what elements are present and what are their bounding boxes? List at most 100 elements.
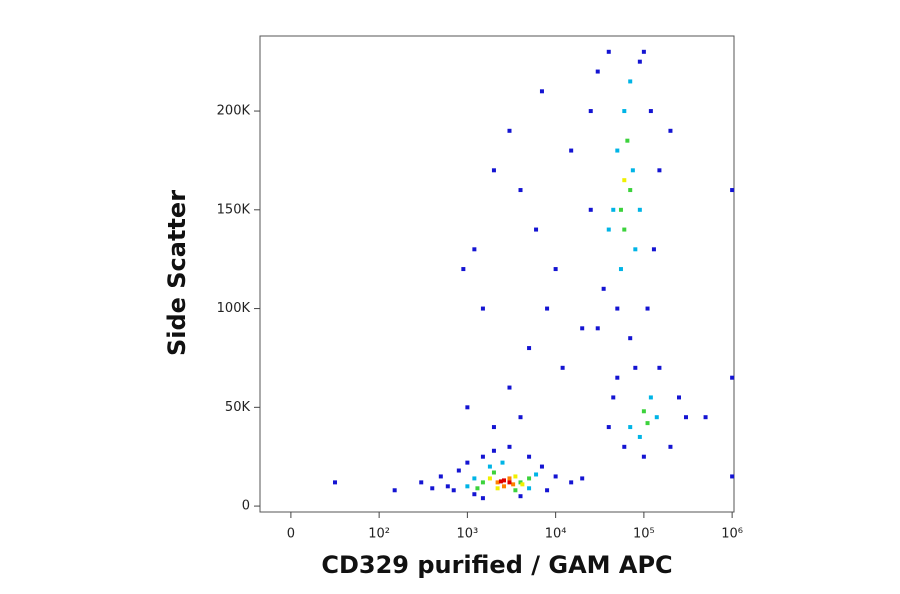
point [668,444,673,449]
point [730,188,735,193]
point [527,346,532,351]
point [633,365,638,370]
point [628,336,633,341]
point [518,494,523,499]
point [445,484,450,489]
point [511,482,516,487]
point [520,482,525,487]
point [534,472,539,477]
point [419,480,424,485]
point [527,454,532,459]
point [438,474,443,479]
point [622,227,627,232]
point [730,474,735,479]
point [657,365,662,370]
x-tick-label: 10² [368,527,390,542]
point [480,496,485,501]
point [615,148,620,153]
point [534,227,539,232]
x-tick-label: 10⁴ [545,527,567,542]
point [545,306,550,311]
point [507,128,512,133]
point [606,425,611,430]
point [641,409,646,414]
point [615,375,620,380]
point [487,476,492,481]
y-tick-label: 100K [217,301,251,316]
point [465,484,470,489]
y-tick-label: 150K [217,202,251,217]
point [569,480,574,485]
point [491,168,496,173]
point [648,109,653,114]
point [491,448,496,453]
point [654,415,659,420]
point [480,454,485,459]
point [560,365,565,370]
point [502,478,507,483]
point [495,486,500,491]
point [588,207,593,212]
point [645,306,650,311]
point [392,488,397,493]
x-tick-label: 10³ [457,527,479,542]
point [622,178,627,183]
point [648,395,653,400]
point [527,476,532,481]
point [480,480,485,485]
point [606,227,611,232]
point [622,109,627,114]
point [472,247,477,252]
point [630,168,635,173]
point [495,480,500,485]
x-tick-label: 10⁵ [633,527,655,542]
point [657,168,662,173]
point [637,59,642,64]
point [472,476,477,481]
point [500,460,505,465]
point [730,375,735,380]
point [475,486,480,491]
point [491,425,496,430]
point [465,460,470,465]
y-axis-title: Side Scatter [163,190,191,356]
point [518,415,523,420]
point [527,486,532,491]
point [545,488,550,493]
point [618,207,623,212]
point [703,415,708,420]
point [518,188,523,193]
point [507,444,512,449]
x-axis-title: CD329 purified / GAM APC [321,551,672,579]
point [606,49,611,54]
point [491,470,496,475]
point [622,444,627,449]
point [465,405,470,410]
point [601,286,606,291]
point [641,454,646,459]
point [618,267,623,272]
point [651,247,656,252]
point [461,267,466,272]
y-tick-label: 200K [217,104,251,119]
point [595,326,600,331]
y-tick-label: 0 [242,499,250,514]
point [683,415,688,420]
point [628,79,633,84]
point [641,49,646,54]
point [539,464,544,469]
point [580,326,585,331]
y-tick-label: 50K [225,400,251,415]
point [611,207,616,212]
point [633,247,638,252]
point [569,148,574,153]
point [472,492,477,497]
point [430,486,435,491]
point [513,474,518,479]
point [637,207,642,212]
point [553,267,558,272]
point [507,385,512,390]
point [668,128,673,133]
point [637,434,642,439]
point [615,306,620,311]
